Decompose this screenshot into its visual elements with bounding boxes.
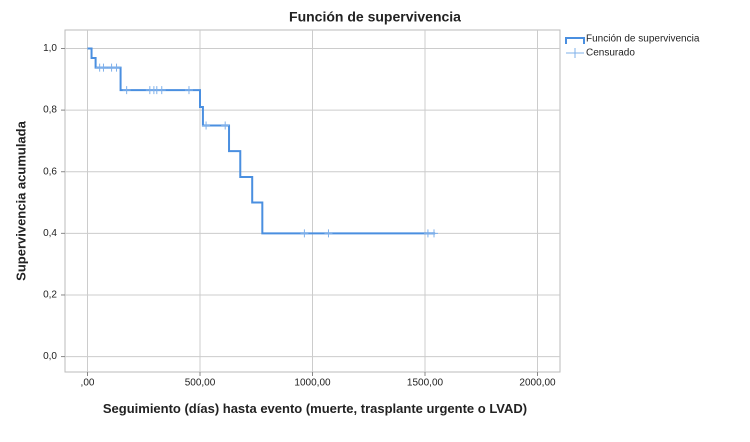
censored-mark: [202, 121, 211, 130]
censored-mark: [157, 86, 166, 95]
x-tick-label: ,00: [81, 378, 95, 389]
y-tick-label: 1,0: [43, 43, 57, 54]
survival-curve: [87, 47, 436, 235]
censored-mark: [221, 121, 230, 130]
legend-label: Censurado: [586, 48, 635, 59]
censored-mark: [430, 229, 438, 238]
censored-mark: [99, 63, 108, 72]
x-tick-label: 1500,00: [407, 378, 444, 389]
censored-mark: [184, 86, 193, 95]
x-tick-label: 2000,00: [519, 378, 556, 389]
censored-mark: [324, 229, 333, 238]
chart-title: Función de supervivencia: [289, 9, 461, 25]
censored-mark: [300, 229, 309, 238]
legend-swatch: [566, 48, 584, 58]
censored-mark: [122, 86, 131, 95]
x-tick-label: 500,00: [185, 378, 216, 389]
y-tick-label: 0,0: [43, 351, 57, 362]
y-axis-label: Supervivencia acumulada: [13, 120, 28, 280]
censored-mark: [112, 63, 121, 72]
y-tick-label: 0,8: [43, 105, 57, 116]
legend-swatch: [565, 37, 585, 44]
y-tick-label: 0,2: [43, 290, 57, 301]
y-tick-label: 0,6: [43, 166, 57, 177]
x-axis-label: Seguimiento (días) hasta evento (muerte,…: [102, 401, 528, 416]
legend-label: Función de supervivencia: [586, 34, 700, 45]
y-tick-label: 0,4: [43, 228, 57, 239]
x-tick-label: 1000,00: [294, 378, 331, 389]
